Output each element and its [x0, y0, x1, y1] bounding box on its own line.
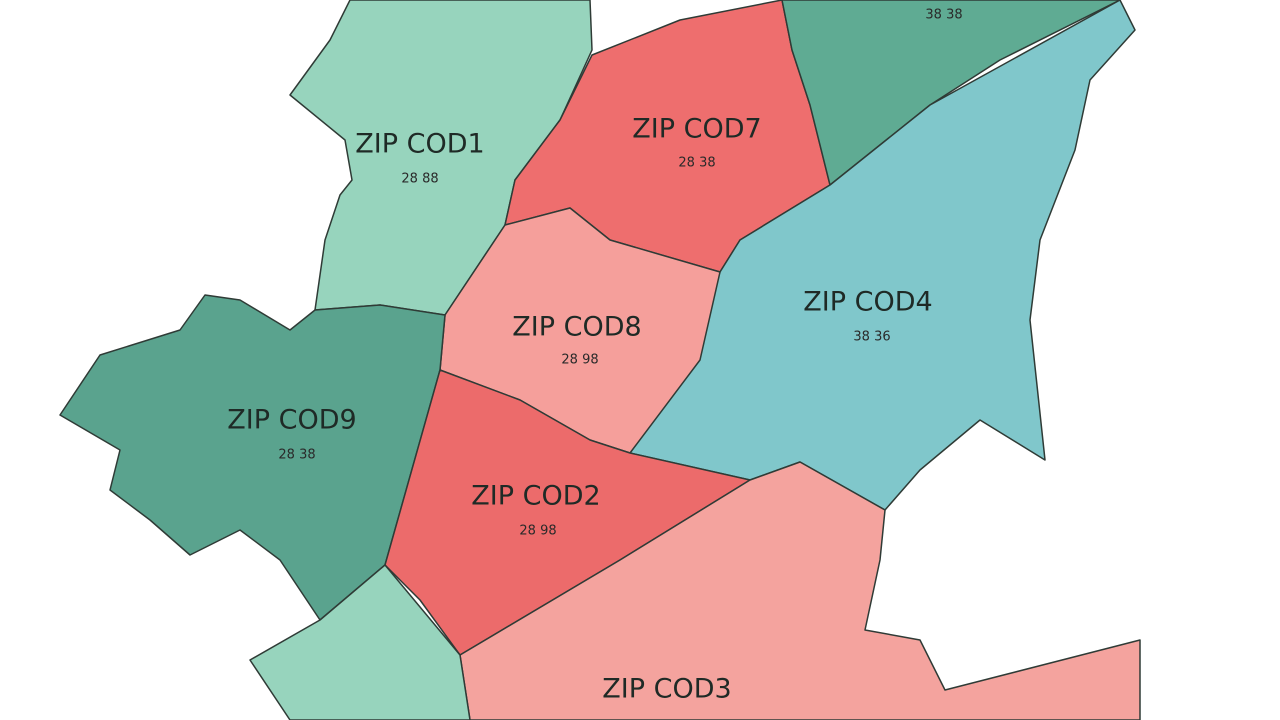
region-label: ZIP COD8: [512, 312, 641, 343]
region-sublabel: 38 38: [925, 8, 962, 23]
region-sublabel: 28 98: [561, 353, 598, 368]
region-label: ZIP COD2: [471, 481, 600, 512]
region-label: ZIP COD9: [227, 405, 356, 436]
region-label: ZIP COD7: [632, 114, 761, 145]
region-label: ZIP COD3: [602, 674, 731, 705]
region-bottom-left: [249, 564, 471, 720]
region-sublabel: 28 88: [401, 172, 438, 187]
region-label: ZIP COD4: [803, 287, 932, 318]
region-cod3: [459, 461, 1141, 720]
region-sublabel: 28 38: [278, 448, 315, 463]
region-sublabel: 28 98: [519, 524, 556, 539]
region-label: ZIP COD1: [355, 129, 484, 160]
region-sublabel: 38 36: [853, 330, 890, 345]
region-sublabel: 28 38: [678, 156, 715, 171]
